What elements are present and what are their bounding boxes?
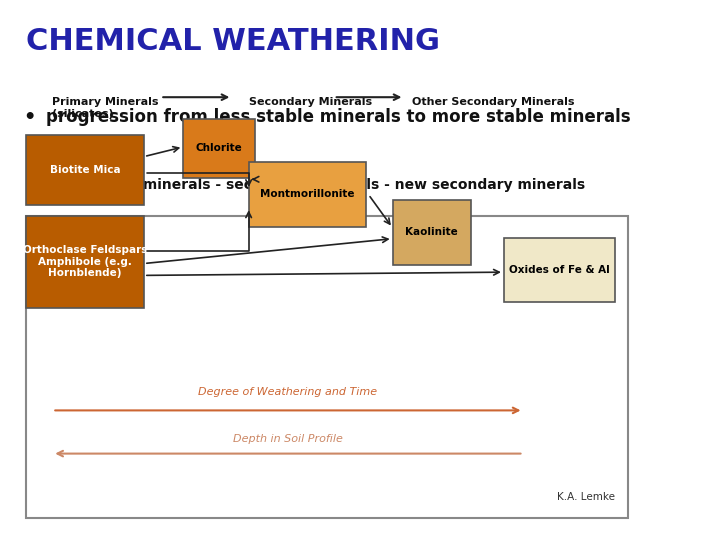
Text: progression from less stable minerals to more stable minerals: progression from less stable minerals to… [46, 108, 631, 126]
FancyBboxPatch shape [504, 238, 615, 302]
Text: Other Secondary Minerals: Other Secondary Minerals [413, 97, 575, 107]
FancyBboxPatch shape [26, 216, 144, 308]
Text: Depth in Soil Profile: Depth in Soil Profile [233, 434, 343, 444]
FancyBboxPatch shape [26, 216, 628, 518]
FancyBboxPatch shape [248, 162, 366, 227]
Text: Kaolinite: Kaolinite [405, 227, 458, 237]
FancyBboxPatch shape [392, 200, 471, 265]
Text: Secondary Minerals: Secondary Minerals [248, 97, 372, 107]
FancyBboxPatch shape [26, 135, 144, 205]
Text: Montmorillonite: Montmorillonite [260, 190, 355, 199]
FancyBboxPatch shape [183, 119, 255, 178]
Text: CHEMICAL WEATHERING: CHEMICAL WEATHERING [26, 27, 440, 56]
Text: Oxides of Fe & Al: Oxides of Fe & Al [509, 265, 610, 275]
Text: – primary minerals - secondary minerals - new secondary minerals: – primary minerals - secondary minerals … [66, 178, 585, 192]
Text: K.A. Lemke: K.A. Lemke [557, 492, 615, 502]
Text: Orthoclase Feldspars
Amphibole (e.g.
Hornblende): Orthoclase Feldspars Amphibole (e.g. Hor… [23, 245, 148, 279]
Text: Chlorite: Chlorite [196, 144, 243, 153]
Text: Primary Minerals
(silicates): Primary Minerals (silicates) [53, 97, 159, 119]
Text: •: • [23, 108, 35, 127]
Text: Biotite Mica: Biotite Mica [50, 165, 120, 175]
Text: Degree of Weathering and Time: Degree of Weathering and Time [198, 387, 377, 397]
